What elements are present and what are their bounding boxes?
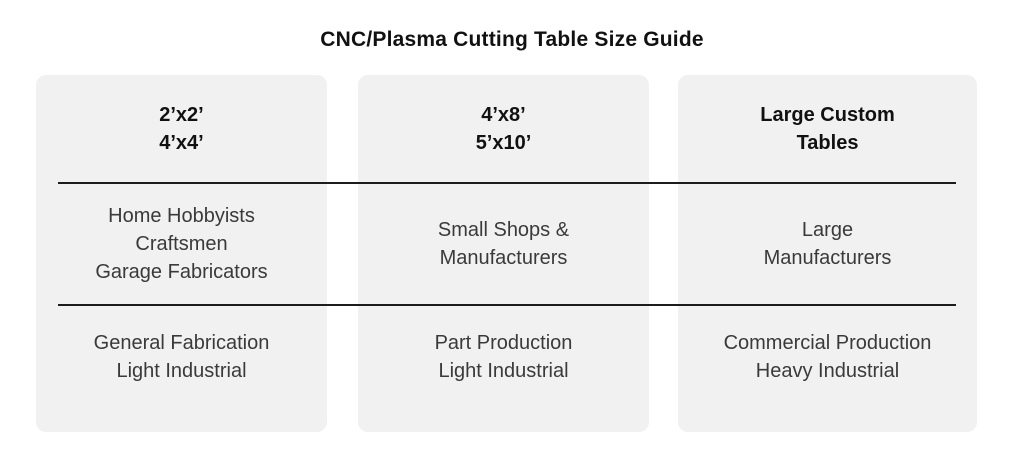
application: Part Production — [434, 332, 573, 354]
applications: General Fabrication Light Industrial — [36, 305, 327, 432]
user-type: Home Hobbyists — [108, 205, 255, 227]
size-label: 5’x10’ — [475, 132, 532, 154]
user-type: Manufacturers — [439, 247, 568, 269]
size-label: 4’x4’ — [159, 132, 204, 154]
application: Heavy Industrial — [755, 360, 900, 382]
user-type: Manufacturers — [763, 247, 892, 269]
user-types: Small Shops & Manufacturers — [358, 183, 649, 305]
user-types: Home Hobbyists Craftsmen Garage Fabricat… — [36, 183, 327, 305]
applications: Commercial Production Heavy Industrial — [678, 305, 977, 432]
user-type: Garage Fabricators — [95, 261, 268, 283]
applications: Part Production Light Industrial — [358, 305, 649, 432]
guide-title: CNC/Plasma Cutting Table Size Guide — [320, 28, 704, 51]
size-label: Tables — [796, 132, 859, 154]
user-type: Small Shops & — [437, 219, 570, 241]
application: Light Industrial — [438, 360, 569, 382]
size-header: Large Custom Tables — [678, 75, 977, 183]
application: Commercial Production — [723, 332, 932, 354]
user-type: Craftsmen — [135, 233, 228, 255]
column-card-medium: 4’x8’ 5’x10’ Small Shops & Manufacturers… — [358, 75, 649, 432]
column-card-large: Large Custom Tables Large Manufacturers … — [678, 75, 977, 432]
column-card-small: 2’x2’ 4’x4’ Home Hobbyists Craftsmen Gar… — [36, 75, 327, 432]
size-label: Large Custom — [760, 104, 895, 126]
size-header: 4’x8’ 5’x10’ — [358, 75, 649, 183]
divider-bottom — [58, 304, 956, 306]
divider-top — [58, 182, 956, 184]
size-label: 4’x8’ — [481, 104, 526, 126]
size-header: 2’x2’ 4’x4’ — [36, 75, 327, 183]
size-label: 2’x2’ — [159, 104, 204, 126]
user-types: Large Manufacturers — [678, 183, 977, 305]
application: General Fabrication — [93, 332, 270, 354]
user-type: Large — [801, 219, 854, 241]
application: Light Industrial — [116, 360, 247, 382]
